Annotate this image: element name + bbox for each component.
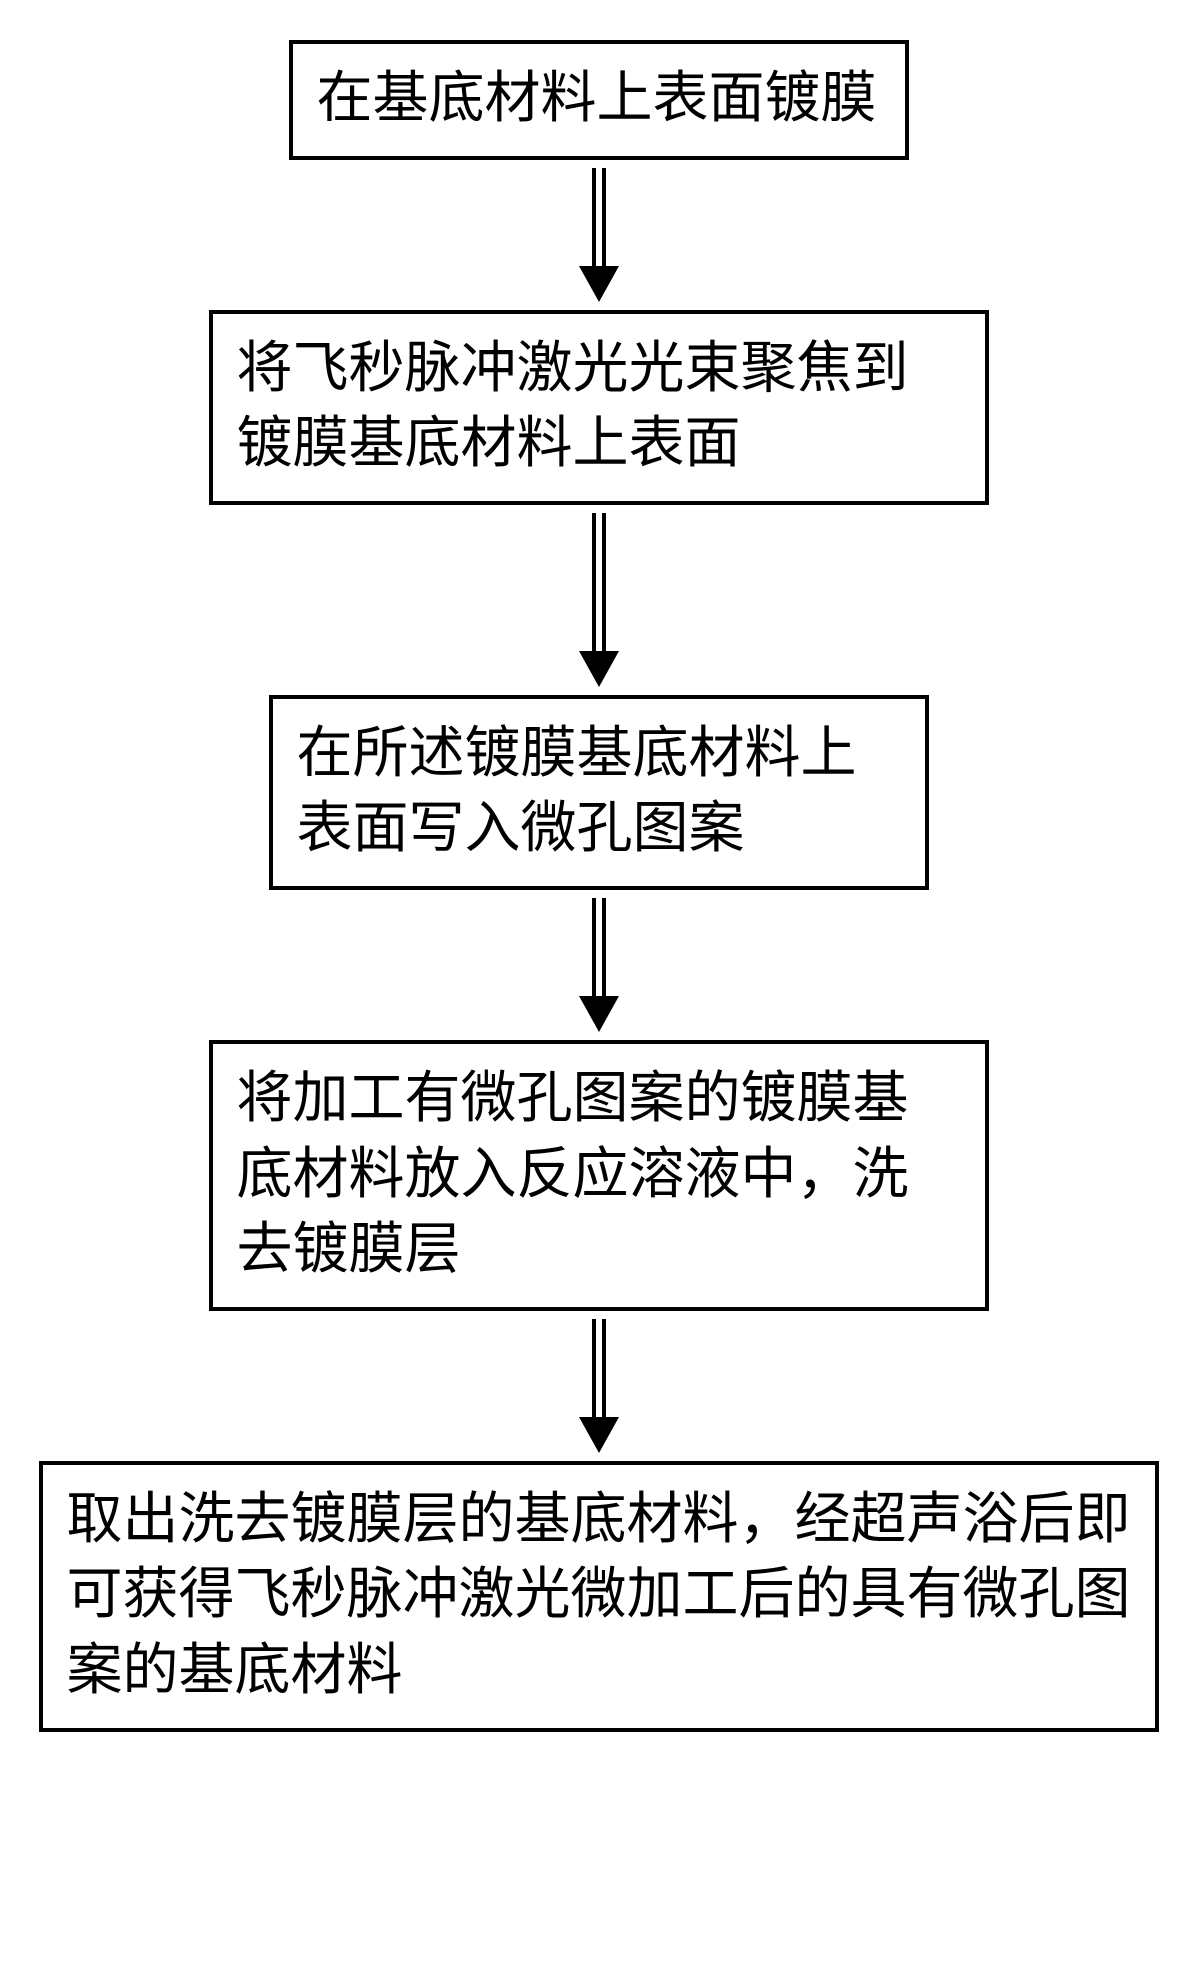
- flowchart-arrow-4: [579, 1319, 619, 1453]
- arrow-line-right: [602, 513, 606, 653]
- flowchart-arrow-3: [579, 898, 619, 1032]
- box-text: 在基底材料上表面镀膜: [317, 68, 877, 130]
- flowchart-arrow-2: [579, 513, 619, 687]
- box-text: 在所述镀膜基底材料上表面写入微孔图案: [297, 723, 857, 861]
- arrow-head-icon: [579, 1417, 619, 1453]
- flowchart-box-5: 取出洗去镀膜层的基底材料，经超声浴后即可获得飞秒脉冲激光微加工后的具有微孔图案的…: [39, 1461, 1159, 1732]
- arrow-head-icon: [579, 651, 619, 687]
- arrow-shaft: [592, 898, 606, 998]
- flowchart-box-2: 将飞秒脉冲激光光束聚焦到镀膜基底材料上表面: [209, 310, 989, 505]
- arrow-shaft: [592, 1319, 606, 1419]
- flowchart-box-4: 将加工有微孔图案的镀膜基底材料放入反应溶液中，洗去镀膜层: [209, 1040, 989, 1311]
- flowchart-box-3: 在所述镀膜基底材料上表面写入微孔图案: [269, 695, 929, 890]
- arrow-line-left: [592, 1319, 596, 1419]
- arrow-line-left: [592, 898, 596, 998]
- flowchart-container: 在基底材料上表面镀膜 将飞秒脉冲激光光束聚焦到镀膜基底材料上表面 在所述镀膜基底…: [24, 40, 1174, 1732]
- arrow-shaft: [592, 168, 606, 268]
- flowchart-arrow-1: [579, 168, 619, 302]
- arrow-head-icon: [579, 996, 619, 1032]
- arrow-line-right: [602, 1319, 606, 1419]
- arrow-line-right: [602, 168, 606, 268]
- box-text: 取出洗去镀膜层的基底材料，经超声浴后即可获得飞秒脉冲激光微加工后的具有微孔图案的…: [67, 1489, 1131, 1702]
- arrow-head-icon: [579, 266, 619, 302]
- flowchart-box-1: 在基底材料上表面镀膜: [289, 40, 909, 160]
- arrow-line-left: [592, 513, 596, 653]
- arrow-line-left: [592, 168, 596, 268]
- box-text: 将飞秒脉冲激光光束聚焦到镀膜基底材料上表面: [237, 338, 909, 476]
- arrow-shaft: [592, 513, 606, 653]
- arrow-line-right: [602, 898, 606, 998]
- box-text: 将加工有微孔图案的镀膜基底材料放入反应溶液中，洗去镀膜层: [237, 1068, 909, 1281]
